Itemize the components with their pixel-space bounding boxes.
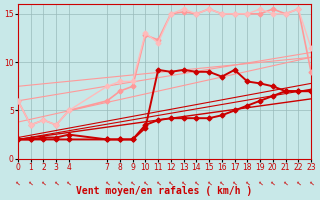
Text: ←: ← [180,180,187,187]
Text: ←: ← [205,180,213,187]
Text: ←: ← [282,180,289,187]
Text: ←: ← [40,180,47,187]
Text: ←: ← [27,180,34,187]
Text: ←: ← [129,180,136,187]
Text: ←: ← [218,180,226,187]
Text: ←: ← [269,180,276,187]
Text: ←: ← [167,180,174,187]
Text: ←: ← [295,180,302,187]
Text: ←: ← [65,180,73,187]
Text: ←: ← [244,180,251,187]
Text: ←: ← [231,180,238,187]
X-axis label: Vent moyen/en rafales ( km/h ): Vent moyen/en rafales ( km/h ) [76,186,252,196]
Text: ←: ← [193,180,200,187]
Text: ←: ← [256,180,264,187]
Text: ←: ← [142,180,149,187]
Text: ←: ← [308,180,315,187]
Text: ←: ← [14,180,21,187]
Text: ←: ← [155,180,162,187]
Text: ←: ← [116,180,124,187]
Text: ←: ← [104,180,111,187]
Text: ←: ← [52,180,60,187]
